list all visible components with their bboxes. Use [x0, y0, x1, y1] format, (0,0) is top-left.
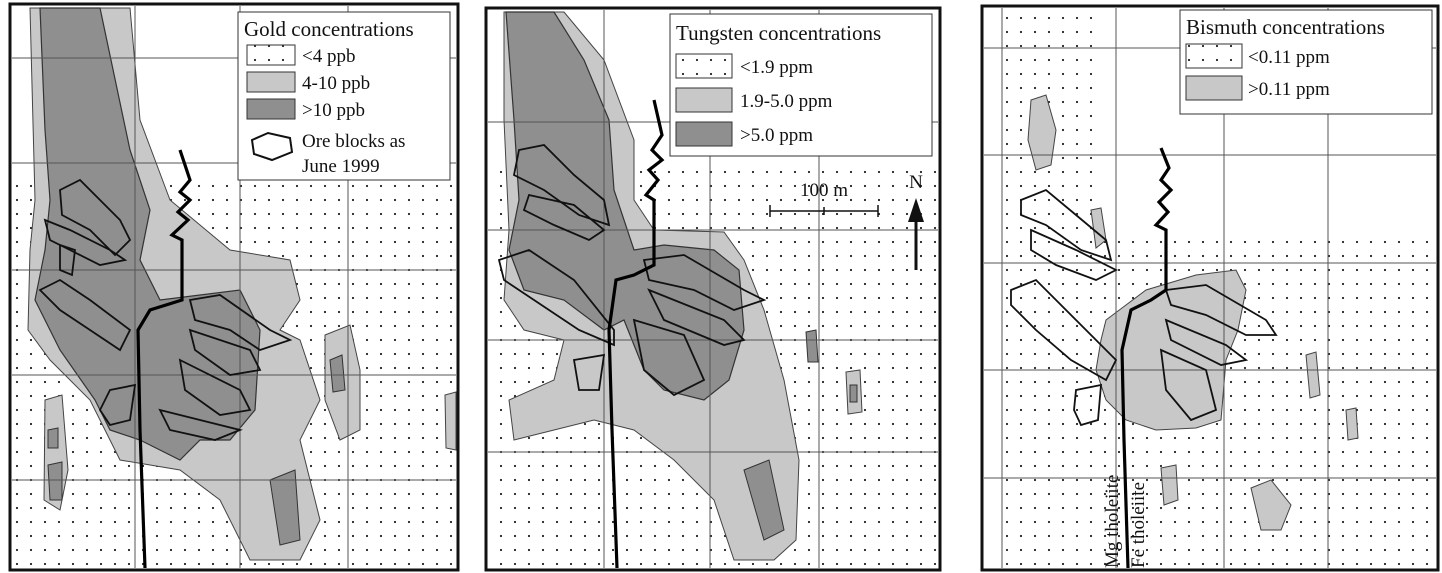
- lithological-contact: [607, 99, 665, 569]
- high-concentration-zone: [47, 461, 63, 501]
- legend-label: <4 ppb: [302, 46, 355, 67]
- fe-tholeiite-label: Fe tholeiite: [1128, 482, 1149, 568]
- elevated-concentration-zone: [1305, 351, 1321, 399]
- legend-title: Gold concentrations: [244, 17, 414, 41]
- lithological-contact: [136, 149, 193, 569]
- legend-label: 1.9-5.0 ppm: [740, 91, 833, 112]
- legend: Tungsten concentrations <1.9 ppm 1.9-5.0…: [669, 13, 933, 157]
- high-concentration-zone: [329, 354, 346, 393]
- high-concentration-zone: [47, 427, 59, 449]
- legend-swatch-light: [675, 87, 733, 113]
- legend-swatch-outline: [250, 131, 294, 162]
- scale-bar: 100 m: [769, 180, 879, 217]
- legend-swatch-dots: [675, 53, 733, 79]
- elevated-concentration-zone: [1027, 94, 1057, 171]
- elevated-concentration-zone: [1160, 464, 1179, 506]
- legend-label: <0.11 ppm: [1248, 47, 1330, 68]
- mg-tholeiite-label: Mg tholeiite: [1102, 475, 1123, 568]
- tungsten-map-panel: 100 m N Tungsten concentrations <1.9 ppm…: [484, 0, 946, 573]
- tungsten-map: 100 m N Tungsten concentrations <1.9 ppm…: [484, 6, 942, 572]
- high-concentration-zone: [505, 11, 745, 401]
- legend-swatch-dark: [675, 121, 733, 147]
- ore-block-outlines: [497, 144, 767, 397]
- elevated-concentration-zone: [1345, 407, 1359, 441]
- legend-title: Bismuth concentrations: [1186, 15, 1385, 39]
- north-arrow: N: [908, 172, 924, 270]
- high-concentration-zone: [34, 7, 261, 461]
- legend: Bismuth concentrations <0.11 ppm >0.11 p…: [1179, 9, 1433, 115]
- legend-label: Ore blocks as: [302, 131, 405, 152]
- elevated-concentration-zone: [1250, 479, 1292, 531]
- ore-block-outlines: [38, 178, 293, 441]
- legend: Gold concentrations <4 ppb 4-10 ppb >10 …: [237, 11, 451, 181]
- high-concentration-zone: [805, 329, 819, 363]
- high-concentration-zone: [743, 459, 785, 541]
- legend-label: 4-10 ppb: [302, 73, 370, 94]
- legend-label: >10 ppb: [302, 100, 365, 121]
- legend-title: Tungsten concentrations: [676, 21, 881, 45]
- north-label: N: [909, 172, 923, 193]
- lithological-contact: [1120, 147, 1174, 569]
- legend-swatch-dots: [1185, 43, 1243, 69]
- ore-block-outlines: [1010, 188, 1278, 427]
- bismuth-map: Mg tholeiite Fe tholeiite Bismuth concen…: [980, 4, 1440, 572]
- medium-concentration-zone: [444, 391, 457, 451]
- high-concentration-zone: [849, 384, 858, 403]
- legend-label: June 1999: [302, 156, 380, 177]
- bismuth-map-panel: Mg tholeiite Fe tholeiite Bismuth concen…: [976, 0, 1442, 573]
- gold-map-panel: Gold concentrations <4 ppb 4-10 ppb >10 …: [0, 0, 462, 573]
- scale-bar-label: 100 m: [800, 180, 848, 201]
- legend-swatch-dark: [246, 98, 296, 120]
- legend-swatch-dots: [246, 44, 296, 66]
- high-concentration-zone: [269, 469, 301, 546]
- legend-label: >0.11 ppm: [1248, 79, 1330, 100]
- gold-map: Gold concentrations <4 ppb 4-10 ppb >10 …: [8, 2, 460, 572]
- legend-swatch-light: [1185, 75, 1243, 101]
- legend-label: >5.0 ppm: [740, 125, 813, 146]
- legend-swatch-light: [246, 71, 296, 93]
- legend-label: <1.9 ppm: [740, 57, 813, 78]
